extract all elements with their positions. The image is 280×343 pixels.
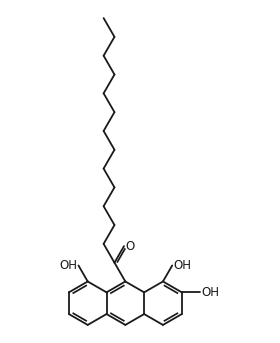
- Text: OH: OH: [201, 286, 219, 299]
- Text: OH: OH: [59, 259, 77, 272]
- Text: O: O: [125, 240, 134, 252]
- Text: OH: OH: [173, 259, 191, 272]
